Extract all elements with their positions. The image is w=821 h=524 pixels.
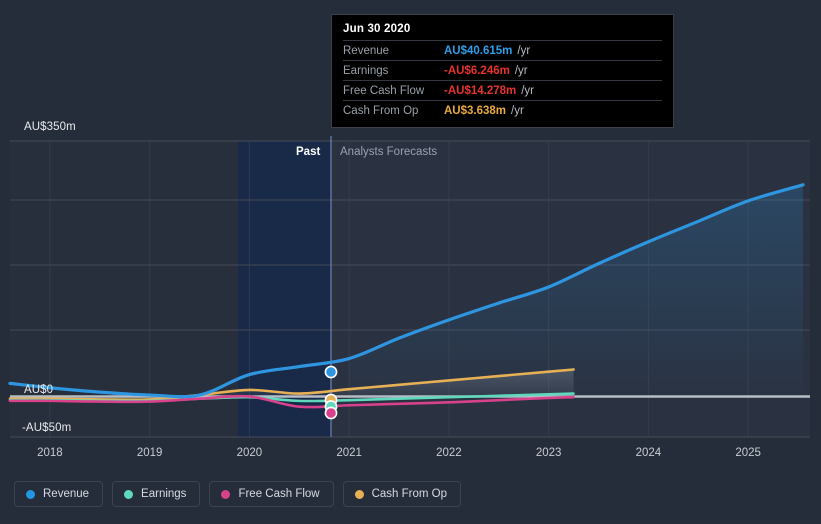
x-axis-tick-2021: 2021 xyxy=(336,447,362,459)
legend-item-cash-from-op[interactable]: Cash From Op xyxy=(342,481,462,507)
x-axis-tick-2018: 2018 xyxy=(37,447,63,459)
tooltip-metric-label: Free Cash Flow xyxy=(343,84,425,97)
legend-color-dot-icon xyxy=(26,489,35,499)
legend-item-revenue[interactable]: Revenue xyxy=(14,481,104,507)
data-point-tooltip: Jun 30 2020 Revenue AU$40.615m/yr Earnings… xyxy=(331,14,674,128)
tooltip-metric-value: AU$40.615m xyxy=(444,44,513,57)
tooltip-row: Revenue AU$40.615m/yr xyxy=(343,40,662,60)
tooltip-row: Free Cash Flow -AU$14.278m/yr xyxy=(343,80,662,100)
tooltip-metric-label: Earnings xyxy=(343,64,389,77)
legend-item-label: Earnings xyxy=(141,488,187,500)
tooltip-metric-unit: /yr xyxy=(521,84,535,97)
tooltip-metric-label: Cash From Op xyxy=(343,104,419,117)
tooltip-metric-unit: /yr xyxy=(514,64,528,77)
data-point-marker-free-cash-flow[interactable] xyxy=(324,406,338,420)
tooltip-row: Earnings -AU$6.246m/yr xyxy=(343,60,662,80)
tooltip-metric-unit: /yr xyxy=(511,104,524,117)
x-axis-tick-2022: 2022 xyxy=(436,447,462,459)
tooltip-metric-value: -AU$14.278m xyxy=(444,84,517,97)
legend-item-label: Free Cash Flow xyxy=(238,488,320,500)
legend-item-label: Revenue xyxy=(43,488,90,500)
x-axis-tick-2023: 2023 xyxy=(535,447,562,459)
legend-item-label: Cash From Op xyxy=(371,488,448,500)
x-axis-tick-2020: 2020 xyxy=(236,447,263,459)
series-line-free-cash-flow xyxy=(8,394,575,409)
tooltip-metric-value: AU$3.638m xyxy=(444,104,507,117)
legend-color-dot-icon xyxy=(221,489,231,499)
y-axis-label-bottom: -AU$50m xyxy=(22,422,72,434)
x-axis-tick-2024: 2024 xyxy=(635,447,662,459)
data-point-marker-revenue[interactable] xyxy=(324,365,338,379)
chart-legend[interactable]: Revenue Earnings Free Cash Flow Cash From O… xyxy=(14,481,462,507)
legend-color-dot-icon xyxy=(354,489,364,499)
tooltip-metric-value: -AU$6.246m xyxy=(444,64,510,77)
x-axis-tick-2019: 2019 xyxy=(136,447,163,459)
tooltip-date: Jun 30 2020 xyxy=(343,23,411,35)
past-period-label: Past xyxy=(296,146,321,158)
tooltip-row: Cash From Op AU$3.638m/yr xyxy=(343,100,662,120)
x-axis-tick-2025: 2025 xyxy=(735,447,761,459)
forecast-period-label: Analysts Forecasts xyxy=(340,146,438,158)
y-axis-label-top: AU$350m xyxy=(24,121,76,133)
tooltip-metric-unit: /yr xyxy=(517,44,531,57)
chart-canvas xyxy=(8,136,810,438)
legend-item-earnings[interactable]: Earnings xyxy=(112,481,201,507)
tooltip-rows: Revenue AU$40.615m/yr Earnings -AU$6.246m/y… xyxy=(343,40,662,120)
series-line-cash-from-op xyxy=(8,368,575,402)
legend-color-dot-icon xyxy=(124,489,134,499)
series-line-revenue xyxy=(8,183,805,399)
tooltip-metric-label: Revenue xyxy=(343,44,390,57)
legend-item-free-cash-flow[interactable]: Free Cash Flow xyxy=(209,481,334,507)
chart-plot-area[interactable] xyxy=(0,0,821,466)
y-axis-label-zero: AU$0 xyxy=(24,384,54,396)
